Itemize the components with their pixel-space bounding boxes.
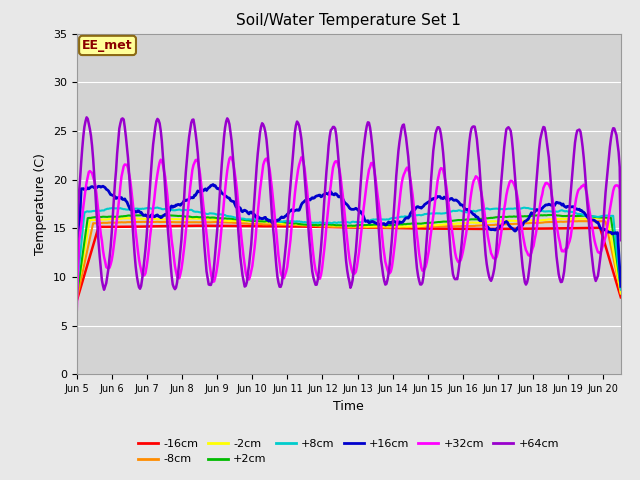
+8cm — [154, 204, 161, 210]
Line: -2cm: -2cm — [77, 218, 621, 294]
Line: +64cm: +64cm — [77, 117, 621, 290]
Line: +32cm: +32cm — [77, 157, 621, 311]
Text: EE_met: EE_met — [82, 39, 133, 52]
+2cm — [73, 293, 81, 299]
Line: +2cm: +2cm — [77, 215, 621, 296]
-8cm — [332, 224, 339, 230]
-16cm — [398, 225, 406, 231]
+16cm — [605, 229, 612, 235]
+8cm — [617, 287, 625, 293]
+2cm — [519, 214, 527, 219]
Line: -16cm: -16cm — [77, 226, 621, 300]
+64cm — [83, 114, 90, 120]
-16cm — [73, 298, 81, 303]
Line: -8cm: -8cm — [77, 221, 621, 299]
+16cm — [336, 194, 344, 200]
-16cm — [369, 225, 376, 230]
+16cm — [332, 191, 340, 197]
-2cm — [73, 291, 81, 297]
+2cm — [335, 222, 342, 228]
+64cm — [333, 144, 341, 149]
+16cm — [520, 219, 527, 225]
+8cm — [332, 220, 340, 226]
+8cm — [398, 214, 406, 219]
-2cm — [332, 223, 340, 228]
+32cm — [398, 180, 406, 186]
+64cm — [73, 268, 81, 274]
-8cm — [73, 296, 81, 302]
+16cm — [209, 181, 217, 187]
-8cm — [519, 221, 527, 227]
-8cm — [335, 224, 342, 230]
+32cm — [73, 308, 81, 313]
-16cm — [605, 254, 612, 260]
-8cm — [605, 234, 612, 240]
-2cm — [369, 223, 376, 229]
Title: Soil/Water Temperature Set 1: Soil/Water Temperature Set 1 — [236, 13, 461, 28]
+32cm — [369, 160, 376, 166]
+32cm — [336, 167, 344, 173]
+32cm — [617, 232, 625, 238]
+8cm — [369, 217, 376, 223]
-8cm — [617, 290, 625, 296]
+64cm — [337, 187, 344, 192]
+8cm — [73, 286, 81, 292]
+2cm — [367, 222, 375, 228]
+64cm — [606, 144, 614, 150]
+32cm — [605, 214, 612, 219]
+2cm — [605, 215, 612, 221]
+16cm — [398, 220, 406, 226]
+8cm — [605, 213, 612, 218]
-2cm — [123, 216, 131, 221]
+64cm — [617, 237, 625, 243]
-16cm — [617, 294, 625, 300]
-8cm — [397, 225, 404, 230]
-2cm — [605, 222, 612, 228]
-8cm — [367, 225, 375, 230]
+32cm — [520, 237, 527, 243]
-2cm — [336, 223, 344, 228]
+8cm — [520, 205, 527, 211]
X-axis label: Time: Time — [333, 400, 364, 413]
+2cm — [332, 222, 339, 228]
+64cm — [521, 279, 529, 285]
-2cm — [398, 224, 406, 229]
+2cm — [617, 285, 625, 291]
-16cm — [336, 224, 344, 230]
Y-axis label: Temperature (C): Temperature (C) — [35, 153, 47, 255]
+32cm — [332, 158, 340, 164]
+2cm — [547, 212, 555, 218]
-2cm — [520, 218, 527, 224]
-16cm — [520, 226, 527, 231]
+64cm — [369, 155, 377, 161]
+16cm — [73, 278, 81, 284]
+16cm — [617, 284, 625, 289]
+8cm — [336, 220, 344, 226]
Line: +8cm: +8cm — [77, 207, 621, 290]
-16cm — [186, 223, 194, 228]
+32cm — [227, 154, 234, 160]
+2cm — [397, 221, 404, 227]
Legend: -16cm, -8cm, -2cm, +2cm, +8cm, +16cm, +32cm, +64cm: -16cm, -8cm, -2cm, +2cm, +8cm, +16cm, +3… — [134, 434, 564, 469]
-2cm — [617, 291, 625, 297]
Line: +16cm: +16cm — [77, 184, 621, 287]
+64cm — [399, 122, 406, 128]
+64cm — [100, 287, 108, 293]
-8cm — [592, 218, 600, 224]
-16cm — [332, 224, 340, 230]
+16cm — [369, 218, 376, 224]
